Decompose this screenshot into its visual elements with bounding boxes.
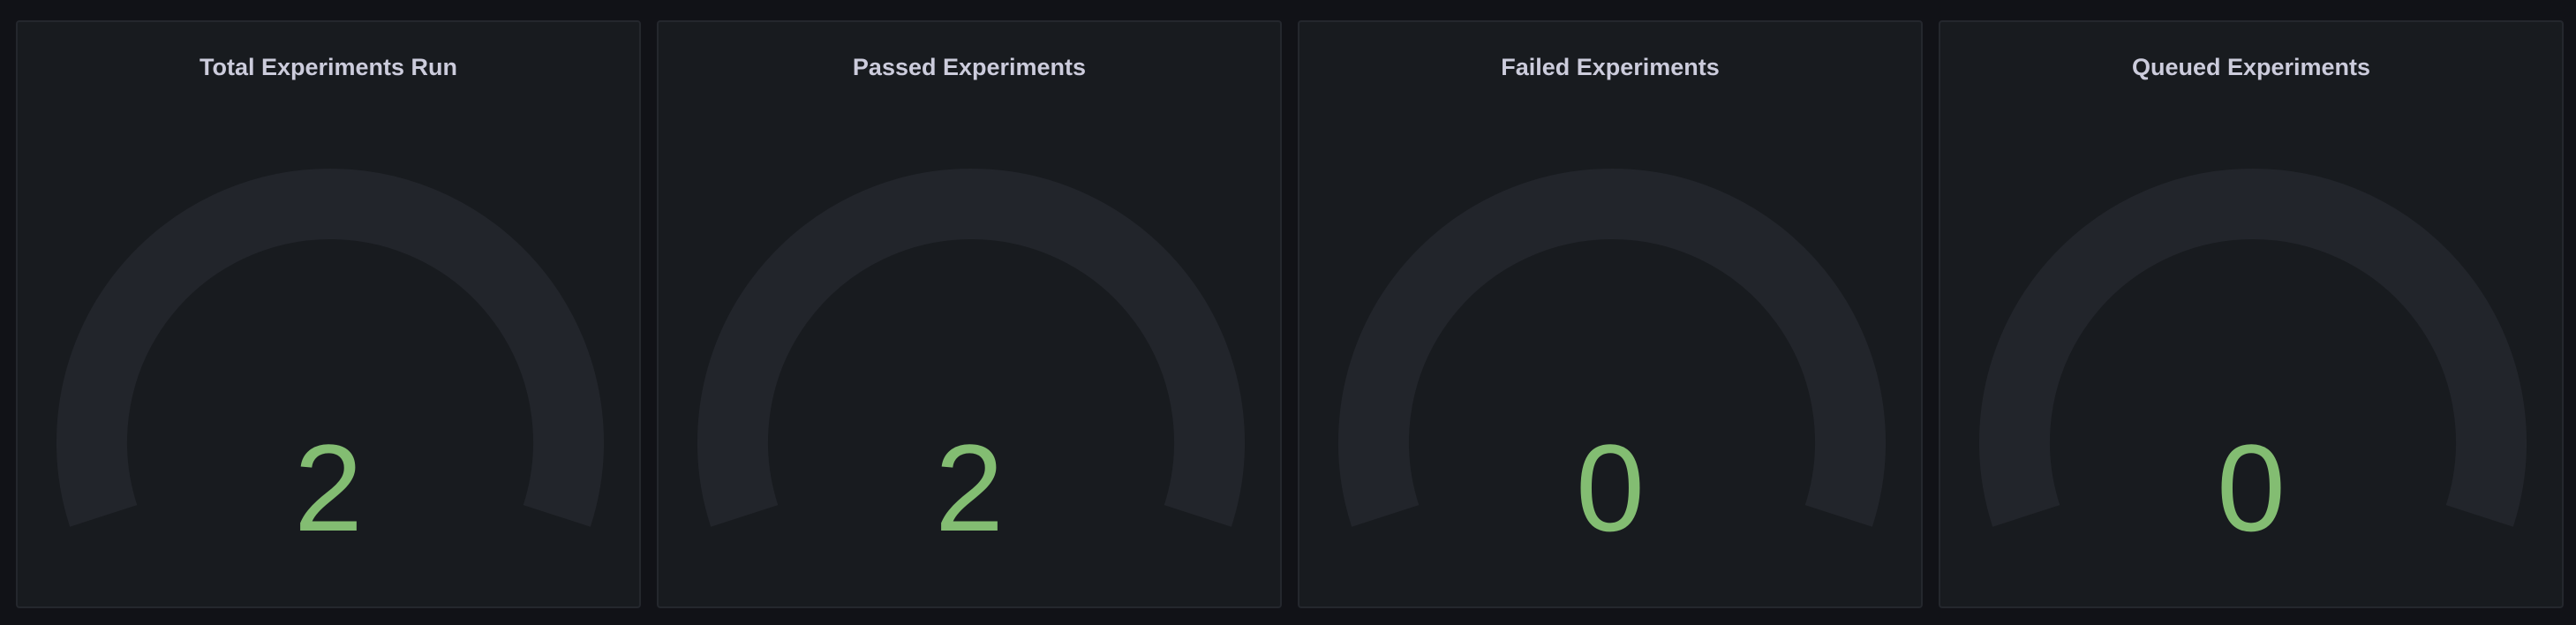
gauge-value: 2	[294, 418, 363, 557]
gauge-value: 0	[1576, 418, 1645, 557]
gauge-value: 2	[935, 418, 1004, 557]
panel-title: Failed Experiments	[1501, 54, 1720, 80]
gauge-panel[interactable]: Failed Experiments 0	[1298, 20, 1923, 608]
panel-title: Passed Experiments	[852, 54, 1087, 80]
gauge-track	[1338, 169, 1886, 527]
gauge-track	[697, 169, 1245, 527]
gauge-track	[56, 169, 604, 527]
gauge-panel[interactable]: Passed Experiments 2	[657, 20, 1282, 608]
panel-title: Total Experiments Run	[199, 54, 458, 80]
gauge-panel[interactable]: Total Experiments Run 2	[16, 20, 641, 608]
gauge-track	[1979, 169, 2527, 527]
gauge-value: 0	[2217, 418, 2286, 557]
panel-title: Queued Experiments	[2131, 54, 2371, 80]
gauge-panel[interactable]: Queued Experiments 0	[1939, 20, 2564, 608]
